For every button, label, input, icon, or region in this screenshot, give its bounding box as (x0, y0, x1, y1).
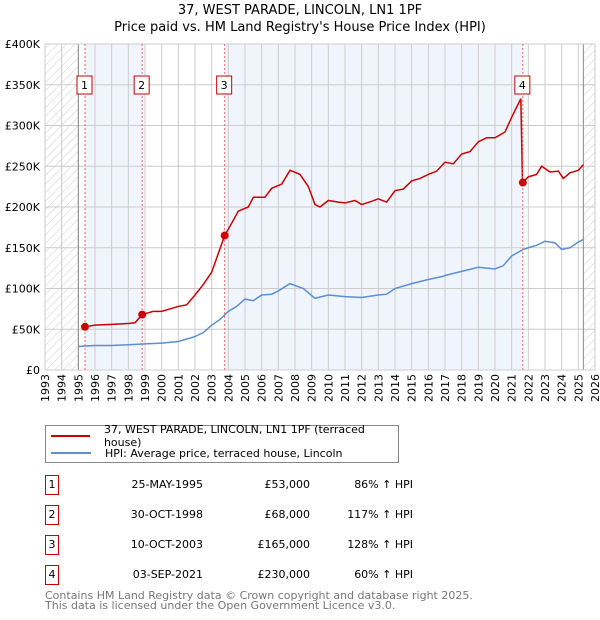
sale-point (518, 178, 527, 187)
x-tick-label: 2002 (189, 374, 202, 402)
legend-label: 37, WEST PARADE, LINCOLN, LN1 1PF (terra… (103, 423, 365, 449)
sale-hpi: 86% ↑ HPI (354, 478, 413, 491)
property-price-line (84, 98, 584, 328)
plot-border (44, 43, 596, 371)
sale-label-box (76, 75, 93, 95)
x-tick-label: 2020 (489, 374, 502, 402)
table-row: 2 30-OCT-1998 £68,000 117% ↑ HPI (45, 505, 445, 525)
x-tick-label: 2018 (456, 374, 469, 402)
x-tick-label: 2006 (256, 374, 269, 402)
sale-number: 3 (45, 535, 59, 555)
sale-date: 30-OCT-1998 (130, 508, 203, 521)
x-tick-label: 1994 (56, 374, 69, 402)
chart-title: 37, WEST PARADE, LINCOLN, LN1 1PF (177, 3, 423, 18)
sale-price: £68,000 (264, 508, 311, 521)
x-tick-label: 1996 (89, 374, 102, 402)
x-tick-label: 2014 (389, 374, 402, 402)
price-chart: 1 2 3 4 1993 1994 1995 1996 1997 1998 1999 2000 2001… (5, 38, 600, 402)
sale-date: 10-OCT-2003 (130, 538, 203, 551)
sale-label-box (514, 75, 531, 95)
sale-point (138, 310, 147, 319)
x-tick-label: 1995 (72, 374, 85, 402)
footer-copyright: Contains HM Land Registry data © Crown c… (45, 589, 473, 602)
x-tick-label: 2015 (406, 374, 419, 402)
x-tick-label: 2005 (239, 374, 252, 402)
y-tick-label: £200K (5, 201, 41, 214)
sale-label: 2 (138, 79, 145, 92)
table-row: 3 10-OCT-2003 £165,000 128% ↑ HPI (45, 535, 445, 555)
sale-label: 1 (81, 79, 88, 92)
x-tick-label: 2007 (272, 374, 285, 402)
sale-point (220, 231, 229, 240)
x-tick-label: 2023 (539, 374, 552, 402)
x-tick-label: 2010 (322, 374, 335, 402)
x-tick-label: 2025 (572, 374, 585, 402)
x-tick-label: 1998 (122, 374, 135, 402)
sale-label: 3 (221, 79, 228, 92)
x-tick-label: 1993 (39, 374, 52, 402)
footer-licence: This data is licensed under the Open Gov… (45, 599, 396, 612)
x-tick-label: 2026 (589, 374, 600, 402)
legend-item-property: 37, WEST PARADE, LINCOLN, LN1 1PF (terra… (46, 423, 398, 449)
sale-price: £230,000 (257, 568, 311, 581)
sale-number: 1 (45, 475, 59, 495)
sale-price: £53,000 (264, 478, 311, 491)
chart-subtitle: Price paid vs. HM Land Registry's House … (114, 20, 486, 35)
x-tick-label: 2022 (522, 374, 535, 402)
sale-label: 4 (519, 79, 526, 92)
legend: 37, WEST PARADE, LINCOLN, LN1 1PF (terra… (45, 423, 399, 463)
sale-label-box (133, 75, 150, 95)
x-tick-label: 2017 (439, 374, 452, 402)
y-tick-label: £400K (5, 38, 41, 51)
sale-number: 2 (45, 505, 59, 525)
x-tick-label: 2001 (172, 374, 185, 402)
sale-price: £165,000 (257, 538, 311, 551)
x-tick-label: 1999 (139, 374, 152, 402)
y-tick-label: £0 (26, 364, 40, 377)
y-tick-label: £100K (5, 283, 41, 296)
x-tick-label: 2003 (206, 374, 219, 402)
x-tick-label: 2000 (156, 374, 169, 402)
x-tick-label: 2004 (222, 374, 235, 402)
y-tick-label: £250K (5, 160, 41, 173)
table-row: 4 03-SEP-2021 £230,000 60% ↑ HPI (45, 565, 445, 585)
y-tick-label: £150K (5, 242, 41, 255)
sale-hpi: 128% ↑ HPI (347, 538, 413, 551)
x-tick-label: 2009 (306, 374, 319, 402)
x-tick-label: 2024 (556, 374, 569, 402)
sale-label-box (216, 75, 233, 95)
legend-label: HPI: Average price, terraced house, Linc… (105, 446, 343, 460)
legend-swatch-blue (51, 452, 91, 454)
sale-number: 4 (45, 565, 59, 585)
legend-swatch-red (51, 435, 90, 437)
sale-date: 03-SEP-2021 (132, 568, 203, 581)
y-tick-label: £350K (5, 79, 41, 92)
hpi-line (78, 238, 584, 348)
x-tick-label: 2019 (472, 374, 485, 402)
x-tick-label: 2016 (422, 374, 435, 402)
y-tick-label: £50K (12, 323, 41, 336)
x-tick-label: 2013 (372, 374, 385, 402)
x-tick-label: 2008 (289, 374, 302, 402)
x-tick-label: 2012 (356, 374, 369, 402)
x-tick-label: 1997 (106, 374, 119, 402)
x-tick-label: 2021 (506, 374, 519, 402)
sale-point (81, 322, 89, 331)
sale-hpi: 60% ↑ HPI (354, 568, 413, 581)
legend-item-hpi: HPI: Average price, terraced house, Linc… (46, 445, 342, 461)
sale-date: 25-MAY-1995 (131, 478, 203, 491)
sale-hpi: 117% ↑ HPI (347, 508, 413, 521)
table-row: 1 25-MAY-1995 £53,000 86% ↑ HPI (45, 475, 445, 495)
y-tick-label: £300K (5, 120, 41, 133)
x-tick-label: 2011 (339, 374, 352, 402)
